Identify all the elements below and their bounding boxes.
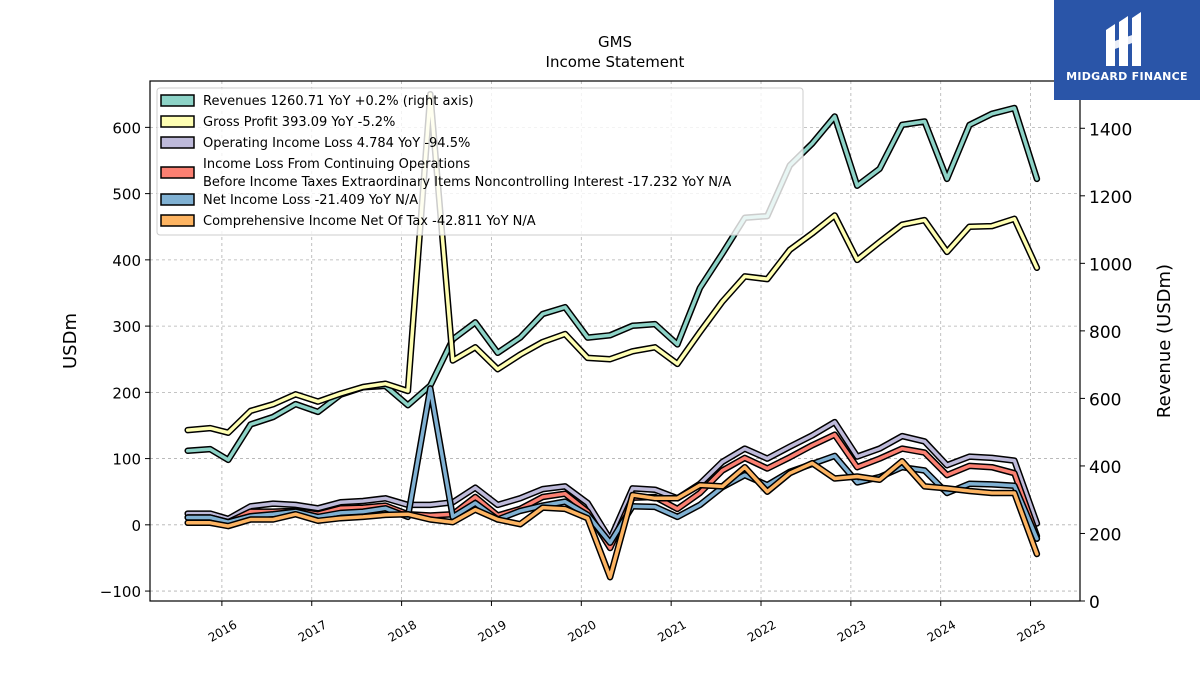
y-right-tick-label: 800: [1089, 323, 1121, 343]
y-tick-label: 600: [112, 119, 141, 137]
legend-swatch-6: [160, 214, 195, 227]
series-line-6: [185, 459, 1039, 579]
y-tick-label: 300: [112, 318, 141, 336]
y-tick-label: −100: [100, 583, 141, 601]
y-right-tick-label: 1000: [1089, 255, 1132, 275]
legend-swatch-4: [160, 166, 195, 179]
y-tick-label: 200: [112, 384, 141, 402]
y-right-tick-label: 1400: [1089, 120, 1132, 140]
y-right-tick-label: 1200: [1089, 188, 1132, 208]
brand-mark-icon: [1106, 12, 1141, 66]
x-tick-label: 2018: [386, 617, 419, 644]
y-right-tick-label: 400: [1089, 458, 1121, 478]
series-line-2: [185, 92, 1039, 435]
series-line-4: [185, 432, 1039, 550]
x-tick-label: 2023: [835, 617, 868, 644]
y-right-tick-label: 200: [1089, 525, 1121, 545]
chart-subtitle: Income Statement: [546, 53, 685, 71]
legend-label-4: Income Loss From Continuing Operations: [203, 157, 470, 172]
legend-label-2: Gross Profit 393.09 YoY -5.2%: [203, 115, 395, 130]
legend-label-1: Revenues 1260.71 YoY +0.2% (right axis): [203, 94, 474, 109]
y-tick-label: 500: [112, 186, 141, 204]
plot-frame: [149, 80, 1081, 602]
x-tick-label: 2016: [206, 617, 239, 644]
legend-swatch-5: [160, 193, 195, 206]
series-line-1: [185, 106, 1039, 462]
x-tick-label: 2021: [655, 617, 688, 644]
y-right-axis-label: Revenue (USDm): [1154, 264, 1175, 418]
y-right-tick-label: 0: [1089, 593, 1100, 613]
brand-logo: MIDGARD FINANCE: [1054, 0, 1200, 100]
legend-swatch-3: [160, 136, 195, 149]
y-tick-label: 400: [112, 252, 141, 270]
legend-swatch-1: [160, 94, 195, 107]
brand-name: MIDGARD FINANCE: [1066, 70, 1188, 83]
x-tick-label: 2024: [925, 617, 958, 644]
chart-title: GMS: [598, 33, 632, 51]
legend-label-6: Comprehensive Income Net Of Tax -42.811 …: [203, 214, 536, 229]
x-tick-label: 2022: [745, 617, 778, 644]
legend-label-3: Operating Income Loss 4.784 YoY -94.5%: [203, 136, 470, 151]
y-right-tick-label: 600: [1089, 390, 1121, 410]
x-tick-label: 2019: [475, 617, 508, 644]
y-tick-label: 100: [112, 451, 141, 469]
legend-label-5: Net Income Loss -21.409 YoY N/A: [203, 193, 418, 208]
legend-label-4: Before Income Taxes Extraordinary Items …: [203, 175, 731, 190]
x-tick-label: 2025: [1015, 617, 1048, 644]
y-tick-label: 0: [131, 517, 141, 535]
legend-swatch-2: [160, 115, 195, 128]
x-tick-label: 2020: [565, 617, 598, 644]
y-axis-label: USDm: [60, 313, 81, 369]
x-tick-label: 2017: [296, 617, 329, 644]
legend-box: [156, 87, 804, 236]
